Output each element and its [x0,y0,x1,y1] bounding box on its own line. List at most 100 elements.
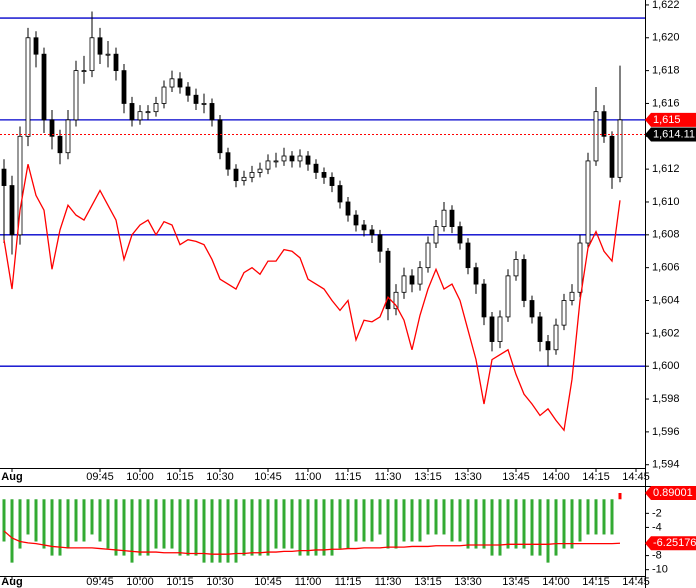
candle-body [49,119,55,137]
candle-body [17,135,23,236]
x-tick-label: 09:45 [86,576,114,588]
y-tick-label: 1,620 [652,32,680,44]
x-tick-label: 10:15 [166,471,194,483]
candle-body [369,229,375,236]
x-tick-label: Aug [1,576,22,588]
indicator-line [3,164,621,432]
candle-body [385,250,391,310]
candle-body [241,176,247,182]
x-tick-label: 13:45 [502,576,530,588]
histogram-bar [378,499,382,535]
marker-box [645,112,696,127]
candle-body [97,37,103,55]
histogram-bar [370,499,374,542]
x-tick-label: 10:30 [206,471,234,483]
histogram-bar [466,499,470,549]
candle-body [273,160,279,163]
histogram-bar [402,499,406,542]
candle-body [545,341,551,351]
histogram-bar [354,499,358,542]
histogram-bar [170,499,174,549]
y-tick-label: -8 [652,549,662,561]
histogram-bar [418,499,422,542]
candle-body [561,300,567,326]
candle-body [153,103,159,113]
candle-body [289,155,295,162]
histogram-bar [130,499,134,563]
x-tick-label: 13:15 [414,576,442,588]
histogram-bar [554,499,558,556]
x-tick-label: 11:00 [295,471,322,483]
histogram-bar [162,499,166,549]
histogram-bar [514,499,518,549]
histogram-bar [274,499,278,549]
histogram-bar [490,499,494,556]
candle-body [601,111,607,137]
indicator-line [3,530,621,555]
candle-body [65,119,71,154]
histogram-bar [586,499,590,535]
x-tick-label: 13:15 [414,471,442,483]
histogram-bar [314,499,318,556]
candle-body [233,168,239,182]
y-tick-label: -2 [652,507,662,519]
x-tick-label: 14:15 [582,576,610,588]
histogram-bar [18,499,22,549]
histogram-bar [282,499,286,549]
candle-body [41,53,47,121]
x-tick-label: 11:15 [335,471,362,483]
x-tick-label: 14:00 [542,471,570,483]
candle-body [161,86,167,104]
histogram-bar [306,499,310,556]
candle-body [33,37,39,55]
histogram-bar [386,499,390,549]
x-tick-label: 13:30 [454,576,482,588]
candle-body [169,78,175,88]
candle-body [569,291,575,301]
x-tick-label: 11:00 [295,576,322,588]
marker-box [645,127,696,142]
x-tick-label: 11:15 [335,576,362,588]
candle-body [225,152,231,170]
x-tick-label: 13:45 [502,471,530,483]
x-tick-label: 11:30 [375,471,402,483]
histogram-bar [330,499,334,556]
candle-body [281,155,287,162]
histogram-bar [442,499,446,535]
x-tick-label: 14:00 [542,576,570,588]
candle-body [481,283,487,318]
histogram-bar [226,499,230,563]
candle-body [409,275,415,285]
histogram-bar [50,499,54,556]
x-tick-label: 10:45 [254,471,282,483]
candle-body [425,242,431,269]
histogram-bar [42,499,46,549]
x-tick-label: 10:15 [166,576,194,588]
candle-body [321,172,327,178]
histogram-bar [146,499,150,556]
candle-body [249,172,255,178]
candle-body [529,300,535,318]
histogram-bar [210,499,214,563]
candle-body [193,94,199,104]
candle-body [217,119,223,154]
histogram-bar [114,499,118,556]
candle-body [553,324,559,351]
candle-body [129,103,135,121]
histogram-bar [2,499,6,542]
candle-body [105,53,111,56]
x-tick-label: 10:00 [126,471,154,483]
y-tick-label: 1,622 [652,0,680,11]
histogram-bar [570,499,574,549]
histogram-bar [434,499,438,535]
histogram-bar [602,499,606,535]
histogram-bar [506,499,510,549]
y-tick-label: 1,594 [652,459,680,471]
y-tick-label: 1,618 [652,65,680,77]
candle-body [521,259,527,301]
histogram-bar [498,499,502,556]
histogram-bar [58,499,62,556]
candle-body [25,37,31,137]
marker-label: 0.89001 [653,487,693,499]
candle-body [497,316,503,342]
